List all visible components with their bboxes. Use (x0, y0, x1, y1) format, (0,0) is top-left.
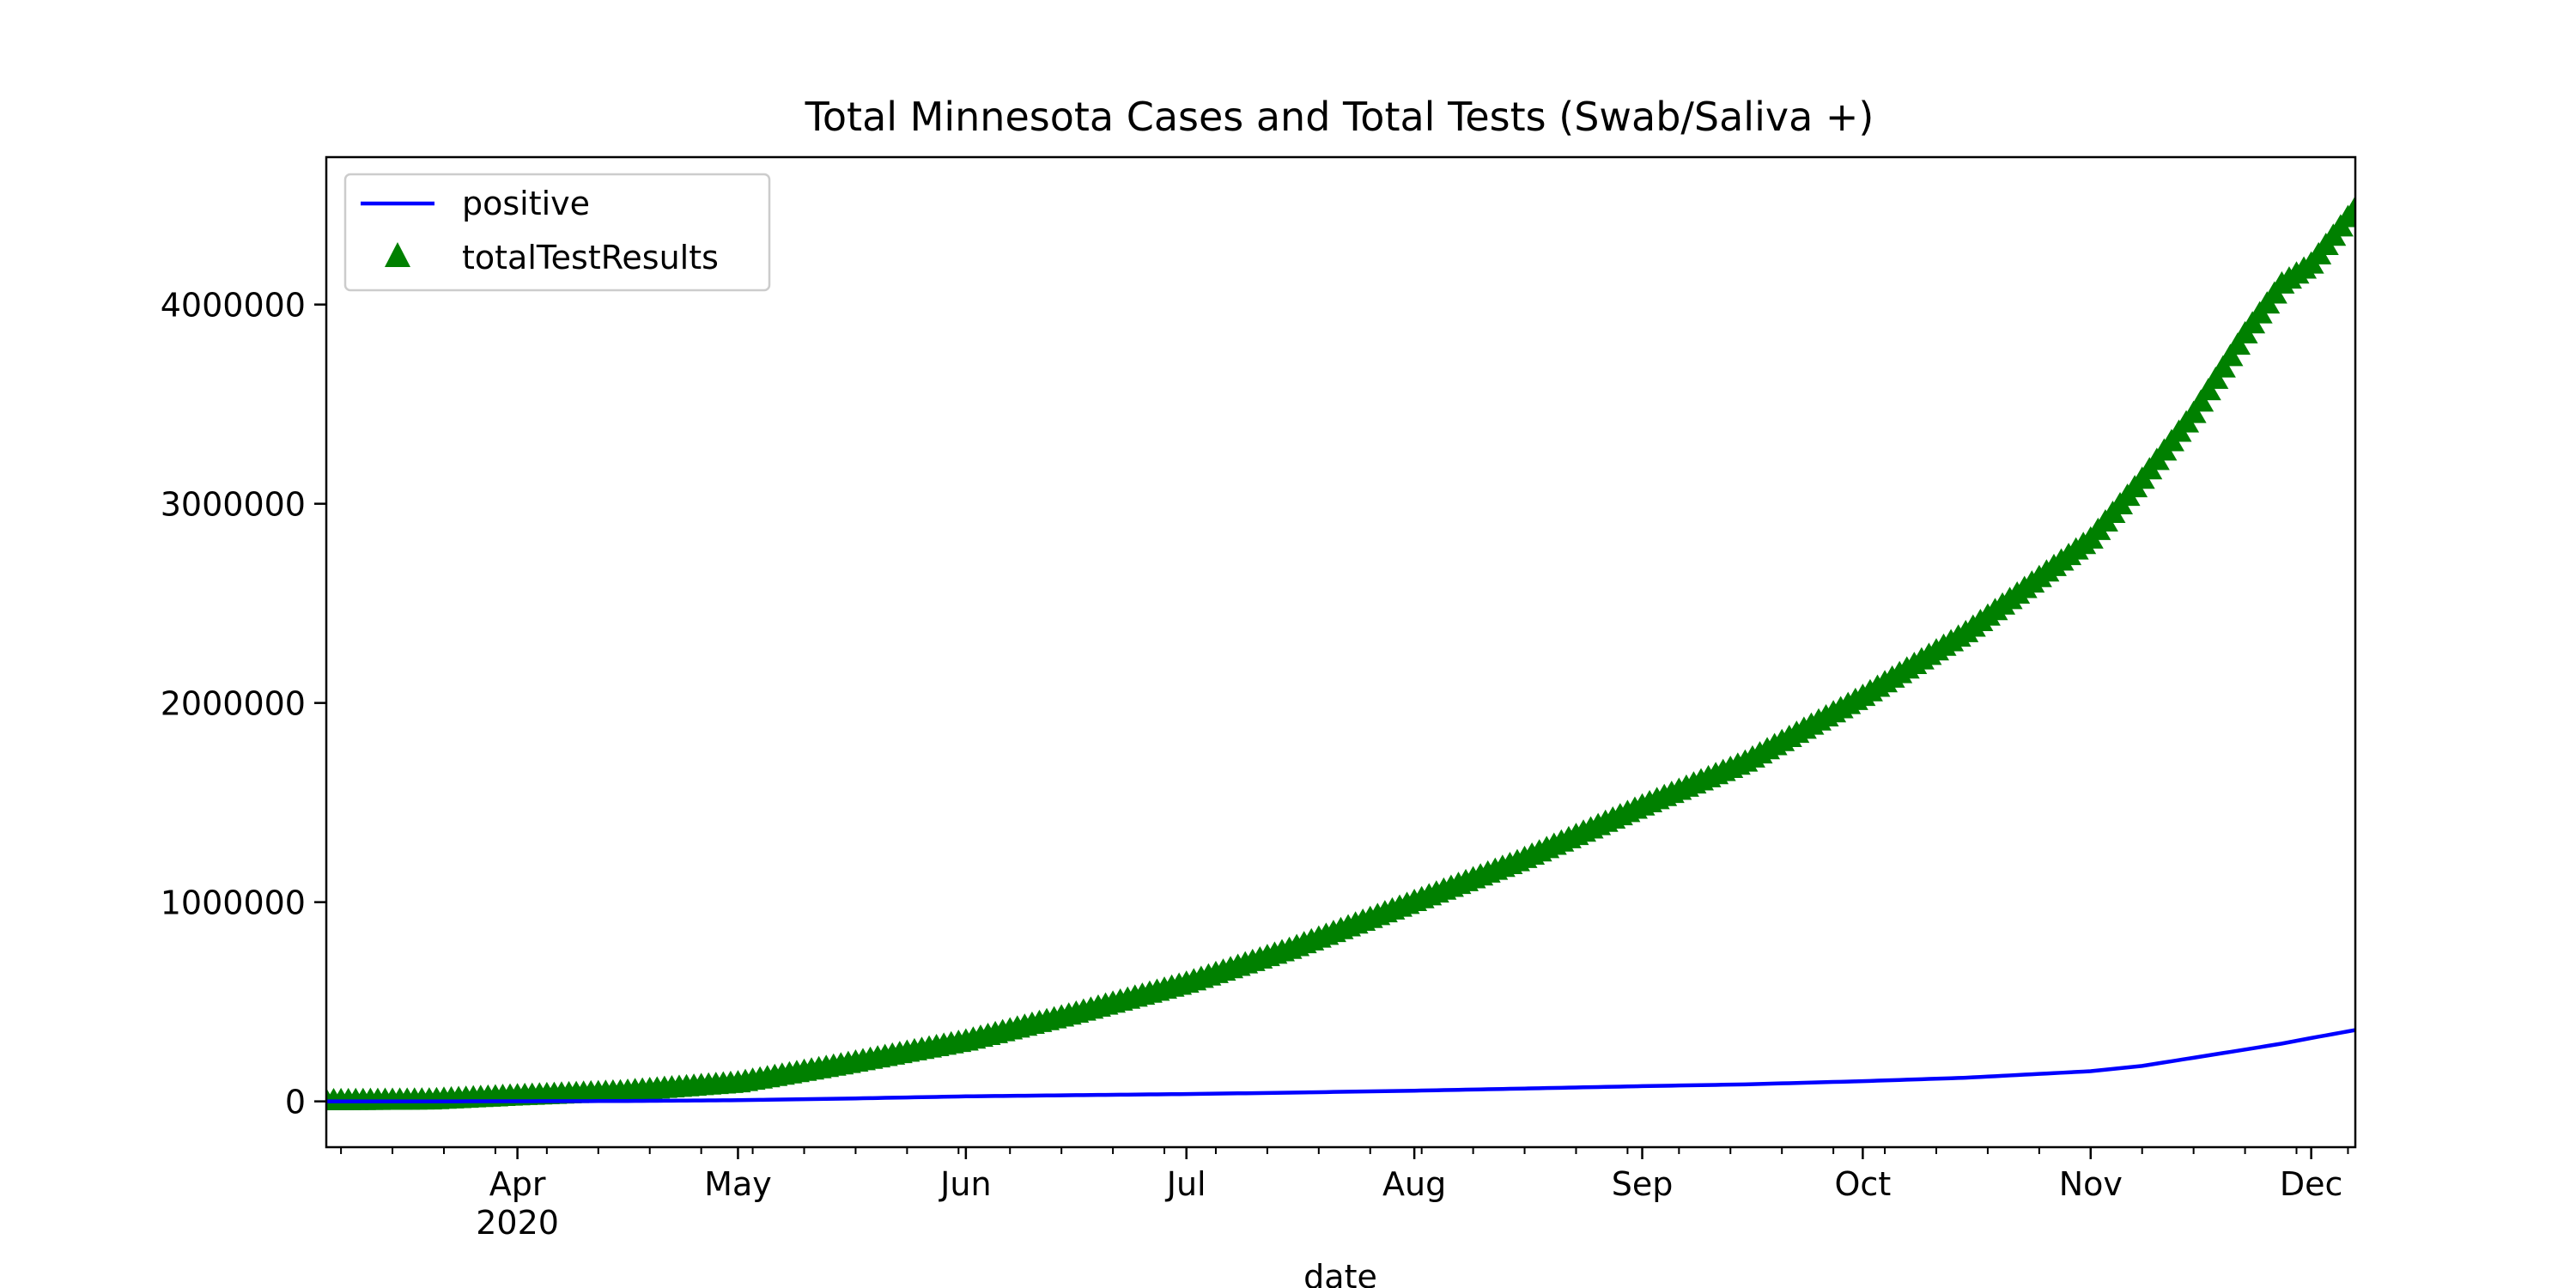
data-point-totalTestResults (2217, 343, 2244, 367)
legend-box (343, 173, 771, 292)
axes-frame (325, 155, 2357, 1149)
x-tick-label: May (704, 1165, 772, 1203)
y-tick-label: 3000000 (161, 486, 306, 524)
x-tick-label: Apr (489, 1165, 546, 1203)
legend-total-tests-label: totalTestResults (462, 239, 719, 276)
x-tick-label: Dec (2280, 1165, 2343, 1203)
series-line-positive (326, 1028, 2355, 1103)
data-point-totalTestResults (2342, 195, 2355, 218)
legend-total-tests-swatch (385, 242, 410, 267)
x-tick-label: Nov (2059, 1165, 2123, 1203)
data-point-totalTestResults (2180, 400, 2207, 423)
x-tick-label: Sep (1612, 1165, 1674, 1203)
x-tick-label: Oct (1835, 1165, 1892, 1203)
chart-title: Total Minnesota Cases and Total Tests (S… (805, 94, 1874, 140)
data-point-totalTestResults (2209, 355, 2236, 378)
legend: positive totalTestResults (343, 173, 771, 292)
data-point-totalTestResults (2195, 378, 2221, 401)
data-point-totalTestResults (2225, 332, 2251, 355)
data-point-totalTestResults (2202, 366, 2229, 389)
plot-area (326, 195, 2355, 1111)
legend-positive-label: positive (462, 185, 590, 222)
y-tick-label: 2000000 (161, 685, 306, 723)
x-tick-label: Jul (1165, 1165, 1206, 1203)
y-axis: 0 1000000 2000000 3000000 4000000 (161, 287, 326, 1121)
y-tick-label: 1000000 (161, 884, 306, 922)
y-tick-label: 4000000 (161, 287, 306, 325)
x-tick-sublabel: 2020 (476, 1204, 559, 1242)
y-tick-label: 0 (285, 1084, 306, 1121)
x-tick-label: Aug (1382, 1165, 1446, 1203)
x-tick-label: Jun (939, 1165, 991, 1203)
data-point-totalTestResults (2188, 389, 2215, 412)
series-totalTestResults (326, 195, 2355, 1111)
x-axis-label: date (1303, 1258, 1377, 1288)
